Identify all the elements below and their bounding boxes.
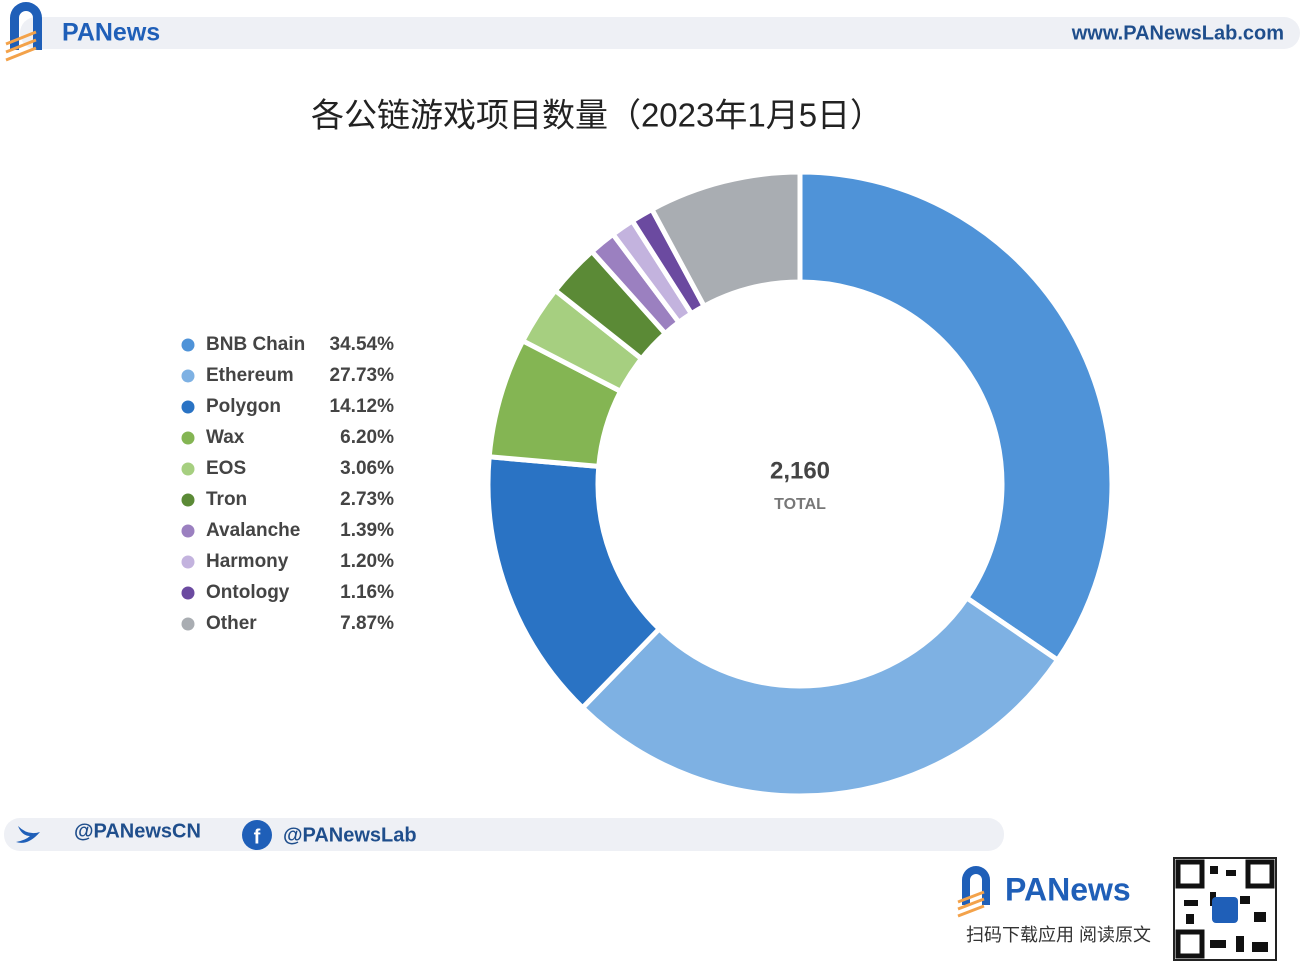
legend-label: BNB Chain: [206, 334, 305, 355]
legend-label: Ethereum: [206, 365, 294, 386]
legend-swatch: [181, 524, 195, 538]
legend-swatch: [181, 338, 195, 352]
legend-swatch: [181, 555, 195, 569]
legend-label: Harmony: [206, 551, 289, 572]
header-bar: [20, 17, 1300, 49]
legend-value: 27.73%: [330, 365, 395, 386]
legend-value: 34.54%: [330, 334, 395, 355]
legend-label: Other: [206, 613, 257, 634]
legend-value: 6.20%: [340, 427, 394, 448]
legend-value: 1.39%: [340, 520, 394, 541]
donut-slice: [579, 594, 1062, 799]
legend-value: 2.73%: [340, 489, 394, 510]
facebook-handle[interactable]: @PANewsLab: [283, 824, 417, 846]
twitter-icon: [16, 826, 40, 843]
footer-logo-stripes: [957, 890, 985, 918]
legend-label: Ontology: [206, 582, 290, 603]
legend-swatch: [181, 617, 195, 631]
center-label: TOTAL: [774, 496, 826, 513]
center-total: 2,160: [770, 457, 830, 484]
chart-title: 各公链游戏项目数量（2023年1月5日）: [311, 97, 883, 134]
legend-label: EOS: [206, 458, 246, 479]
legend-label: Wax: [206, 427, 245, 448]
twitter-handle[interactable]: @PANewsCN: [74, 820, 201, 842]
legend-label: Tron: [206, 489, 247, 510]
legend-swatch: [181, 369, 195, 383]
legend-value: 3.06%: [340, 458, 394, 479]
donut-chart: BNB Chain 34.54% Ethereum 27.73% Polygon 14.1…: [181, 169, 1115, 799]
legend-swatch: [181, 493, 195, 507]
footer-logo-icon: [962, 866, 990, 905]
qr-code[interactable]: [1173, 857, 1277, 961]
legend-value: 7.87%: [340, 613, 394, 634]
legend-label: Avalanche: [206, 520, 300, 541]
legend-value: 14.12%: [330, 396, 395, 417]
logo-stripes: [5, 30, 37, 62]
legend-swatch: [181, 462, 195, 476]
legend-swatch: [181, 586, 195, 600]
facebook-icon: [242, 820, 272, 850]
legend-value: 1.20%: [340, 551, 394, 572]
donut-slice: [648, 169, 803, 310]
legend-swatch: [181, 431, 195, 445]
slogan: 扫码下载应用 阅读原文: [966, 925, 1151, 945]
facebook-glyph: f: [254, 826, 261, 848]
donut-slice: [797, 169, 1115, 664]
legend-swatch: [181, 400, 195, 414]
legend-label: Polygon: [206, 396, 281, 417]
brand: PANews: [62, 19, 160, 47]
legend-value: 1.16%: [340, 582, 394, 603]
url[interactable]: www.PANewsLab.com: [1071, 22, 1284, 44]
footer-brand: PANews: [1005, 871, 1131, 907]
